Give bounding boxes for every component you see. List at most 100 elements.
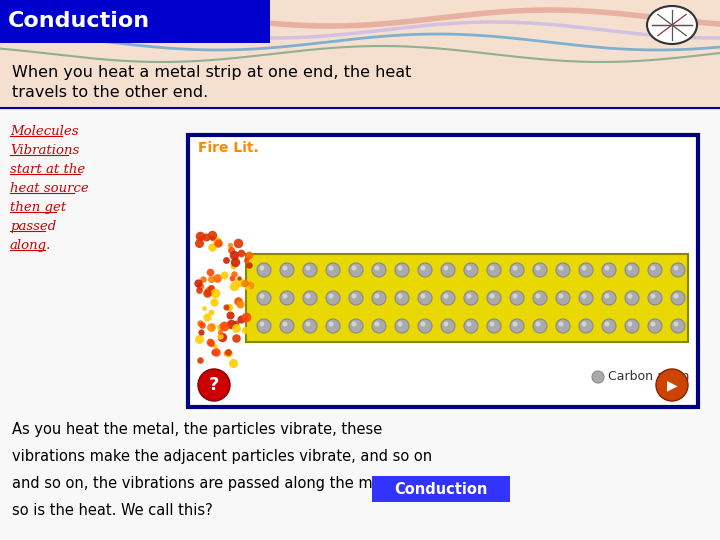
Circle shape	[536, 294, 541, 299]
Point	[210, 289, 221, 298]
Point	[233, 277, 244, 286]
Circle shape	[464, 319, 478, 333]
Point	[243, 253, 254, 261]
Circle shape	[556, 263, 570, 277]
Circle shape	[605, 266, 610, 271]
Circle shape	[395, 263, 409, 277]
Circle shape	[487, 319, 501, 333]
Point	[197, 274, 209, 283]
Circle shape	[326, 319, 340, 333]
Circle shape	[280, 263, 294, 277]
Point	[230, 318, 242, 327]
Text: start at the: start at the	[10, 163, 85, 176]
Circle shape	[467, 294, 472, 299]
Point	[210, 342, 221, 351]
Point	[192, 279, 204, 288]
Circle shape	[441, 291, 455, 305]
Circle shape	[372, 263, 386, 277]
Point	[228, 281, 239, 290]
Text: passed: passed	[10, 220, 56, 233]
Point	[244, 280, 256, 289]
Circle shape	[650, 294, 655, 299]
Circle shape	[605, 294, 610, 299]
Text: ▶: ▶	[667, 378, 678, 392]
Point	[203, 287, 215, 295]
Circle shape	[444, 266, 449, 271]
Point	[219, 270, 230, 279]
Point	[222, 348, 233, 357]
Point	[220, 349, 232, 357]
Point	[200, 233, 212, 242]
Circle shape	[397, 294, 402, 299]
Circle shape	[673, 266, 678, 271]
Text: and so on, the vibrations are passed along the metal and: and so on, the vibrations are passed alo…	[12, 476, 433, 491]
Circle shape	[559, 294, 564, 299]
Circle shape	[671, 291, 685, 305]
Circle shape	[395, 291, 409, 305]
Circle shape	[328, 294, 333, 299]
Circle shape	[259, 294, 264, 299]
Circle shape	[349, 319, 363, 333]
Point	[225, 320, 237, 328]
Circle shape	[559, 321, 564, 327]
FancyBboxPatch shape	[372, 476, 510, 502]
Circle shape	[490, 266, 495, 271]
Circle shape	[372, 291, 386, 305]
Circle shape	[510, 291, 524, 305]
Circle shape	[533, 319, 547, 333]
Point	[194, 319, 206, 327]
Circle shape	[303, 263, 317, 277]
Circle shape	[510, 319, 524, 333]
Circle shape	[510, 263, 524, 277]
Point	[229, 257, 240, 266]
Point	[194, 282, 206, 291]
Circle shape	[487, 291, 501, 305]
Circle shape	[328, 321, 333, 327]
Point	[202, 313, 213, 322]
Circle shape	[305, 294, 310, 299]
Circle shape	[351, 266, 356, 271]
Circle shape	[282, 266, 287, 271]
Text: ?: ?	[209, 376, 219, 394]
Circle shape	[533, 263, 547, 277]
Circle shape	[198, 369, 230, 401]
Circle shape	[628, 266, 632, 271]
Ellipse shape	[647, 6, 697, 44]
Circle shape	[395, 319, 409, 333]
Circle shape	[397, 266, 402, 271]
Text: As you heat the metal, the particles vibrate, these: As you heat the metal, the particles vib…	[12, 422, 382, 437]
Circle shape	[467, 321, 472, 327]
Circle shape	[418, 263, 432, 277]
Point	[204, 338, 216, 347]
Circle shape	[648, 263, 662, 277]
Circle shape	[559, 266, 564, 271]
Circle shape	[579, 263, 593, 277]
Circle shape	[420, 321, 426, 327]
Text: Vibrations: Vibrations	[10, 144, 79, 157]
Circle shape	[582, 294, 587, 299]
Point	[230, 334, 242, 342]
Circle shape	[556, 319, 570, 333]
Circle shape	[282, 321, 287, 327]
Circle shape	[280, 291, 294, 305]
Circle shape	[257, 319, 271, 333]
Circle shape	[628, 294, 632, 299]
Point	[204, 268, 215, 276]
Point	[194, 286, 205, 294]
Point	[193, 335, 204, 343]
Point	[206, 231, 217, 240]
Text: Conduction: Conduction	[8, 11, 150, 31]
Point	[240, 255, 252, 264]
Point	[206, 274, 217, 283]
Point	[230, 324, 241, 333]
Circle shape	[513, 294, 518, 299]
Point	[220, 256, 232, 265]
Point	[233, 296, 244, 305]
Circle shape	[579, 319, 593, 333]
Point	[205, 307, 217, 316]
Circle shape	[513, 266, 518, 271]
Point	[235, 314, 247, 323]
Circle shape	[656, 369, 688, 401]
Point	[220, 302, 231, 311]
Circle shape	[628, 321, 632, 327]
